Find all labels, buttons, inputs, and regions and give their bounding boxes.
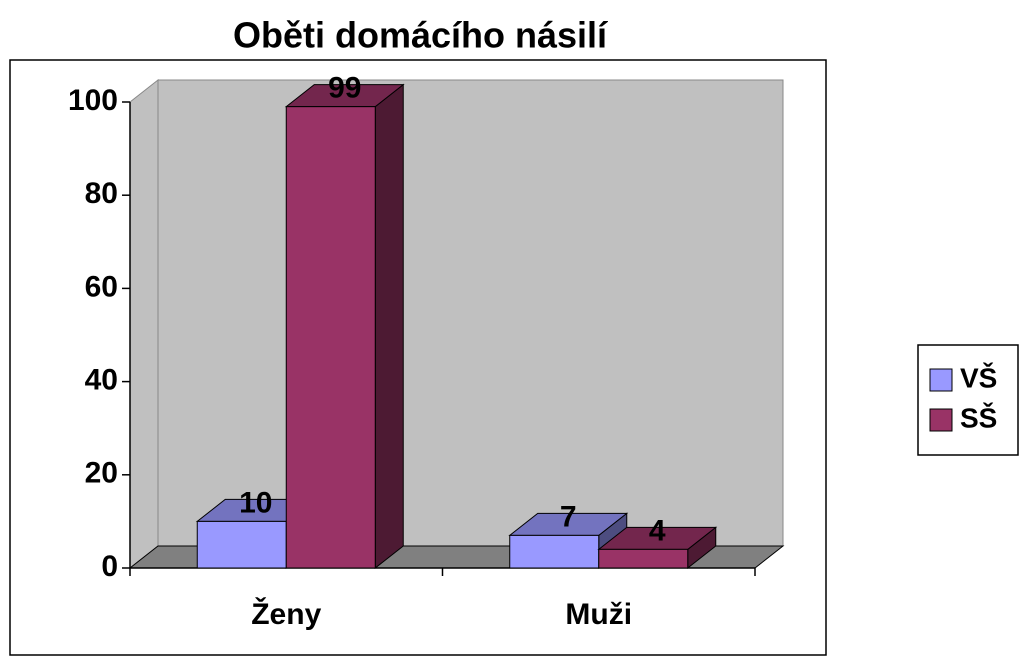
value-label: 7	[560, 500, 577, 533]
y-tick-label: 100	[68, 84, 118, 117]
bar-side	[374, 83, 404, 570]
back-wall	[157, 79, 784, 547]
y-tick-label: 80	[85, 177, 118, 210]
legend-swatch	[929, 408, 953, 432]
x-tick-label: Ženy	[251, 597, 321, 631]
value-label: 10	[239, 486, 272, 519]
value-label: 4	[649, 514, 666, 547]
legend-label: VŠ	[960, 361, 997, 393]
value-label: 99	[328, 72, 361, 105]
bar	[509, 534, 600, 569]
legend-label: SŠ	[960, 401, 997, 433]
legend-box	[917, 344, 1019, 456]
bar	[285, 106, 376, 569]
x-tick-label: Muži	[565, 598, 632, 631]
legend-swatch	[929, 368, 953, 392]
y-tick-label: 40	[85, 364, 118, 397]
bar	[598, 548, 689, 569]
bar	[196, 520, 287, 569]
y-tick-label: 0	[101, 550, 118, 583]
chart-title: Oběti domácího násilí	[233, 15, 608, 56]
y-tick-label: 20	[85, 457, 118, 490]
side-wall	[129, 78, 159, 570]
y-tick-label: 60	[85, 270, 118, 303]
